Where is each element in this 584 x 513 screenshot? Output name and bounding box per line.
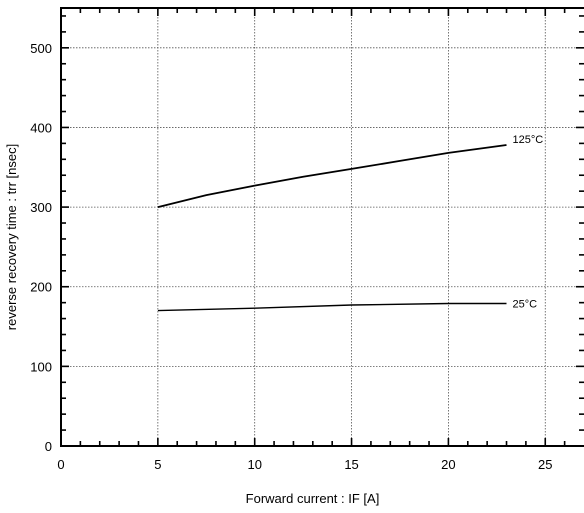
series-line	[157, 144, 507, 208]
y-tick-label: 200	[30, 280, 52, 295]
x-tick-label: 25	[538, 457, 552, 472]
y-tick-label: 500	[30, 41, 52, 56]
x-tick-labels: 0 5 10 15 20 25	[57, 457, 552, 472]
y-tick-label: 400	[30, 120, 52, 135]
plot-frame	[60, 7, 584, 447]
x-tick-label: 20	[441, 457, 455, 472]
y-axis-title: reverse recovery time : trr [nsec]	[4, 144, 19, 330]
series-line	[157, 302, 507, 312]
series-lines	[157, 144, 507, 312]
x-tick-label: 15	[344, 457, 358, 472]
x-tick-label: 0	[57, 457, 64, 472]
x-tick-label: 5	[154, 457, 161, 472]
y-tick-label: 100	[30, 359, 52, 374]
y-tick-label: 0	[45, 439, 52, 454]
y-tick-labels: 0 100 200 300 400 500	[30, 41, 52, 454]
series-label: 125°C	[513, 134, 544, 146]
x-tick-label: 10	[247, 457, 261, 472]
series-label: 25°C	[513, 298, 538, 310]
minor-ticks	[61, 8, 584, 446]
series-labels: 125°C 25°C	[513, 134, 544, 310]
y-tick-label: 300	[30, 200, 52, 215]
grid	[61, 8, 584, 446]
x-axis-title: Forward current : IF [A]	[246, 491, 380, 506]
